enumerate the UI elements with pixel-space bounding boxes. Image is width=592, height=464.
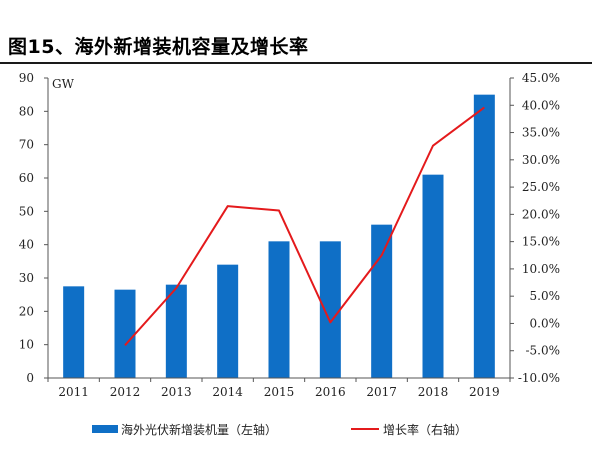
- legend-bar-swatch: [92, 425, 118, 433]
- right-tick-label: 0.0%: [530, 316, 561, 330]
- right-tick-label: 35.0%: [522, 126, 560, 140]
- bars: [63, 94, 495, 379]
- left-tick-label: 40: [19, 238, 34, 252]
- bar-2019: [473, 94, 495, 379]
- left-tick-label: 90: [19, 71, 34, 85]
- right-tick-label: 10.0%: [522, 262, 560, 276]
- right-tick-label: 40.0%: [522, 98, 560, 112]
- growth-line: [124, 106, 485, 346]
- axes: [47, 78, 511, 379]
- bar-2017: [371, 224, 393, 378]
- left-tick-label: 70: [19, 138, 34, 152]
- left-tick-label: 60: [19, 171, 34, 185]
- right-tick-label: 20.0%: [522, 207, 560, 221]
- left-tick-label: 80: [19, 104, 34, 118]
- left-tick-label: 50: [19, 204, 34, 218]
- right-tick-label: -5.0%: [525, 344, 560, 358]
- x-tick-label: 2011: [58, 385, 89, 399]
- growth-rate-line: [124, 106, 485, 346]
- left-tick-label: 20: [19, 304, 34, 318]
- x-tick-label: 2019: [469, 385, 500, 399]
- x-tick-label: 2012: [110, 385, 141, 399]
- x-axis-ticks: 2011 2012 2013 2014 2015 2016 2017 2018 2019: [47, 378, 511, 399]
- right-axis-ticks: -10.0% -5.0% 0.0% 5.0% 10.0% 15.0% 20.0% 25.0% 3…: [510, 71, 560, 385]
- right-tick-label: 30.0%: [522, 153, 560, 167]
- legend: 海外光伏新增装机量（左轴） 增长率（右轴）: [92, 422, 467, 437]
- left-axis-ticks: 0 10 20 30 40 50 60 70 80 90: [19, 71, 48, 385]
- title-underline: [0, 62, 592, 64]
- bar-2013: [165, 284, 187, 378]
- legend-line-label: 增长率（右轴）: [383, 422, 467, 437]
- right-tick-label: 25.0%: [522, 180, 560, 194]
- right-tick-label: 5.0%: [530, 289, 561, 303]
- left-tick-label: 0: [26, 371, 34, 385]
- legend-bar-label: 海外光伏新增装机量（左轴）: [121, 422, 277, 437]
- bar-2018: [422, 174, 444, 378]
- right-tick-label: -10.0%: [518, 371, 560, 385]
- bar-2011: [63, 286, 85, 378]
- x-tick-label: 2018: [418, 385, 449, 399]
- x-tick-label: 2014: [212, 385, 243, 399]
- left-tick-label: 10: [19, 338, 34, 352]
- right-tick-label: 15.0%: [522, 235, 560, 249]
- x-tick-label: 2015: [264, 385, 295, 399]
- left-axis-unit: GW: [52, 77, 75, 91]
- bar-2016: [319, 241, 341, 378]
- x-tick-label: 2016: [315, 385, 346, 399]
- left-tick-label: 30: [19, 271, 34, 285]
- right-tick-label: 45.0%: [522, 71, 560, 85]
- bar-2015: [268, 241, 290, 378]
- chart-title: 图15、海外新增装机容量及增长率: [8, 36, 309, 58]
- x-tick-label: 2017: [366, 385, 397, 399]
- bar-2012: [114, 289, 136, 378]
- x-tick-label: 2013: [161, 385, 192, 399]
- bar-2014: [217, 264, 239, 378]
